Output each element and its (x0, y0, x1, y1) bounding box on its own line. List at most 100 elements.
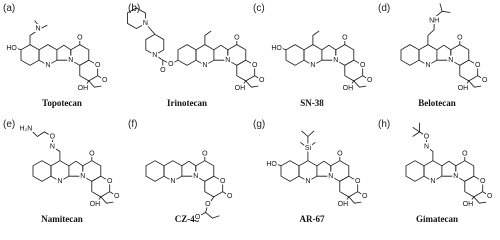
panel-label: (h) (378, 119, 390, 130)
bond (477, 75, 483, 79)
compound-name: Gimatecan (416, 214, 458, 224)
atom-label: OH (235, 85, 246, 92)
atom-label: N (310, 62, 315, 69)
atom-label: N (430, 178, 435, 185)
atom-label: OH (78, 85, 89, 92)
compound-name: CZ-48 (175, 214, 200, 224)
bond (209, 196, 215, 203)
atom-label: N (202, 62, 207, 69)
atom-label: N (80, 173, 85, 180)
compound-name: Topotecan (42, 98, 82, 108)
atom-label: O (362, 193, 368, 200)
compound-name: AR-67 (300, 214, 325, 224)
atom-label: N (328, 173, 333, 180)
atom-label: O (95, 62, 101, 69)
atom-label: N (193, 173, 198, 180)
bond (32, 160, 52, 182)
atom-label: N (50, 144, 55, 151)
atom-label: O (160, 67, 166, 74)
atom-label: O (355, 178, 361, 185)
atom-label: O (360, 62, 366, 69)
bond (312, 30, 320, 45)
panel-label: (d) (378, 3, 390, 14)
bond (442, 10, 451, 13)
atom-label: O (482, 77, 488, 84)
bond (285, 44, 305, 66)
bond (330, 160, 350, 182)
atom-label: O (205, 201, 211, 208)
atom-label: O (227, 193, 233, 200)
bond (205, 212, 220, 219)
atom-label: O (424, 133, 430, 140)
bond (88, 80, 102, 88)
atom-label: O (114, 193, 120, 200)
bond (439, 3, 443, 12)
atom-label: N (424, 144, 429, 151)
bond (222, 191, 228, 195)
bond (177, 44, 197, 66)
structure-panel: (g) AR-67 N N O O O OH HO Si (253, 119, 370, 224)
atom-label: OH (90, 201, 101, 208)
atom-label: N (68, 57, 73, 64)
atom-label: N (453, 173, 458, 180)
compound-name: Belotecan (418, 98, 456, 108)
atom-label: OH (458, 85, 469, 92)
bond (280, 160, 300, 182)
bond (455, 160, 475, 182)
panel-label: (e) (3, 119, 15, 130)
bond (469, 196, 475, 203)
atom-label: HO (266, 161, 277, 168)
atom-label: O (102, 77, 108, 84)
bond (127, 7, 146, 30)
atom-label: N (448, 57, 453, 64)
bond (344, 196, 350, 203)
atom-label: O (337, 151, 343, 158)
atom-label: HO (271, 45, 282, 52)
atom-label: O (89, 151, 95, 158)
atom-label: N (225, 57, 230, 64)
compound-name: Namitecan (41, 214, 83, 224)
bond (97, 75, 103, 79)
bond (307, 141, 316, 149)
atom-label: O (195, 214, 201, 221)
panel-label: (b) (128, 3, 140, 14)
atom-label: NH (429, 17, 439, 24)
atom-label: N (425, 62, 430, 69)
bond (349, 80, 355, 87)
structure-panel: (c) SN-38 N N O O O OH HO (253, 3, 375, 108)
atom-label: H₂N (19, 125, 32, 132)
atom-label: O (234, 35, 240, 42)
bond (241, 80, 247, 87)
panel-label: (a) (3, 3, 15, 14)
atom-label: N (45, 62, 50, 69)
atom-label: N (36, 25, 41, 32)
bond (84, 80, 90, 87)
bond (426, 146, 434, 161)
atom-label: O (220, 178, 226, 185)
atom-label: O (475, 62, 481, 69)
atom-label: HO (6, 45, 17, 52)
bond (100, 196, 114, 204)
structure-panel: (d) Belotecan N N O O O OH NH (378, 3, 490, 108)
bond (29, 30, 38, 45)
bond (482, 191, 488, 195)
atom-label: OH (343, 85, 354, 92)
bond (335, 44, 355, 66)
bond (357, 191, 363, 195)
atom-label: N (143, 20, 148, 27)
atom-label: O (367, 77, 373, 84)
structure-panel: (a) Topotecan N N O O O OH HO N (3, 3, 110, 108)
bond (254, 75, 260, 79)
bond (276, 163, 282, 167)
bond (353, 80, 367, 88)
bond (82, 160, 102, 182)
bond (170, 59, 179, 65)
atom-label: O (252, 62, 258, 69)
atom-label: O (107, 178, 113, 185)
bond (307, 130, 315, 137)
bond (145, 23, 156, 35)
bond (436, 10, 443, 17)
